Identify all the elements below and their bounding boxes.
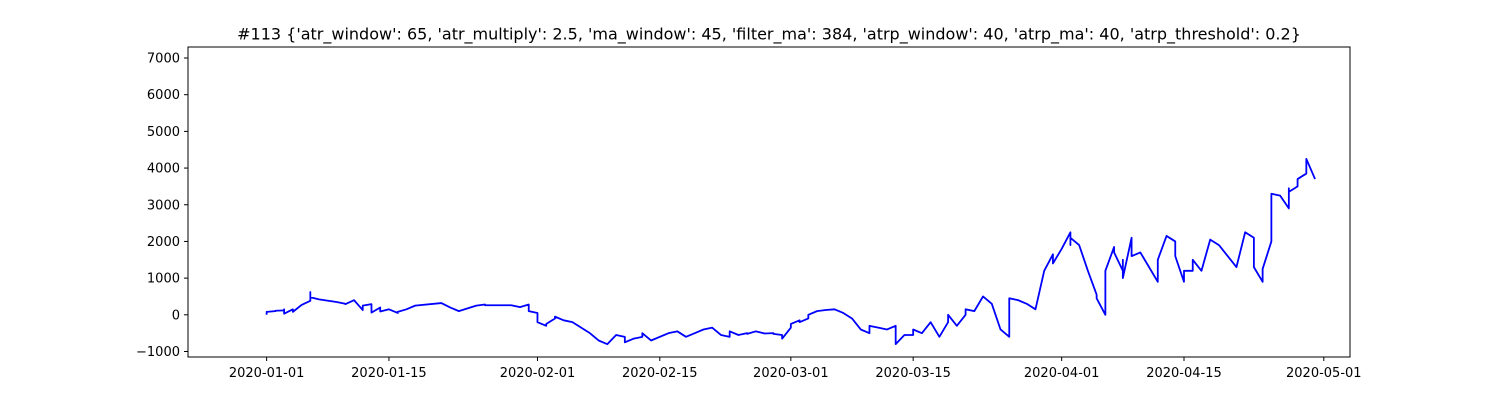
y-tick-label: 4000	[147, 162, 180, 177]
y-tick-label: 2000	[147, 235, 180, 250]
x-tick-label: 2020-04-01	[1024, 366, 1100, 381]
y-tick-label: 7000	[147, 52, 180, 67]
x-tick-label: 2020-03-15	[875, 366, 951, 381]
y-tick-label: 6000	[147, 88, 180, 103]
y-tick-label: 0	[172, 308, 180, 323]
y-tick-label: 1000	[147, 272, 180, 287]
plot-area	[187, 46, 1351, 358]
y-axis: −1000 0 1000 2000 3000 4000 5000 6000 7000	[136, 52, 188, 360]
x-tick-label: 2020-04-15	[1146, 366, 1222, 381]
x-axis: 2020-01-01 2020-01-15 2020-02-01 2020-02-15…	[229, 357, 1362, 381]
x-tick-label: 2020-05-01	[1286, 366, 1362, 381]
y-tick-label: 5000	[147, 125, 180, 140]
x-tick-label: 2020-01-01	[229, 366, 305, 381]
plot-frame	[187, 46, 1351, 358]
y-tick-label: 3000	[147, 198, 180, 213]
x-tick-label: 2020-02-01	[500, 366, 576, 381]
series-line	[265, 157, 1316, 346]
y-tick-label: −1000	[136, 345, 180, 360]
x-tick-label: 2020-03-01	[753, 366, 829, 381]
x-tick-label: 2020-01-15	[351, 366, 427, 381]
chart-title: #113 {'atr_window': 65, 'atr_multiply': …	[237, 25, 1301, 45]
x-tick-label: 2020-02-15	[622, 366, 698, 381]
